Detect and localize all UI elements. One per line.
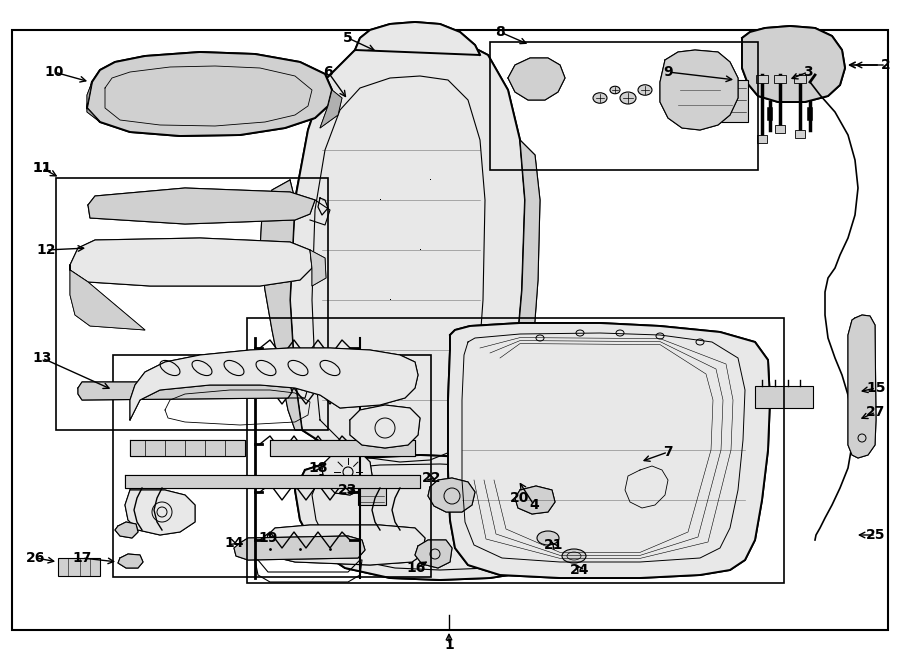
Polygon shape	[355, 22, 480, 55]
Ellipse shape	[610, 86, 620, 94]
Bar	[490, 42, 758, 170]
Text: 19: 19	[258, 531, 278, 545]
Bar	[775, 125, 785, 133]
Polygon shape	[70, 265, 145, 330]
Text: 1: 1	[444, 638, 454, 652]
Text: 7: 7	[663, 445, 673, 459]
Text: 2: 2	[881, 58, 891, 72]
Text: 26: 26	[26, 551, 46, 565]
Text: 21: 21	[544, 538, 563, 552]
Polygon shape	[508, 58, 565, 100]
Polygon shape	[115, 522, 138, 538]
Text: 24: 24	[571, 563, 590, 577]
Polygon shape	[87, 52, 332, 136]
Polygon shape	[270, 440, 415, 456]
Polygon shape	[505, 140, 540, 450]
Bar	[794, 75, 806, 83]
Bar	[795, 130, 805, 138]
Text: 11: 11	[32, 161, 52, 175]
Polygon shape	[848, 315, 876, 458]
Text: 27: 27	[867, 405, 886, 419]
Text: 6: 6	[323, 65, 333, 79]
Polygon shape	[70, 238, 312, 286]
Polygon shape	[295, 455, 615, 580]
Bar	[755, 386, 813, 408]
Text: 25: 25	[866, 528, 886, 542]
Polygon shape	[742, 26, 845, 102]
Polygon shape	[595, 455, 650, 542]
Bar	[756, 75, 768, 83]
Polygon shape	[310, 250, 326, 286]
Polygon shape	[78, 382, 292, 400]
Bar	[720, 80, 748, 122]
Bar	[58, 558, 100, 576]
Polygon shape	[320, 90, 342, 128]
Text: 5: 5	[343, 31, 353, 45]
Ellipse shape	[620, 92, 636, 104]
Polygon shape	[290, 35, 525, 475]
Bar	[358, 483, 386, 505]
Text: 8: 8	[495, 25, 505, 39]
Ellipse shape	[537, 531, 559, 545]
Polygon shape	[660, 50, 738, 130]
Text: 4: 4	[529, 498, 539, 512]
Text: 15: 15	[866, 381, 886, 395]
Text: 16: 16	[406, 561, 426, 575]
Ellipse shape	[562, 549, 586, 563]
Polygon shape	[350, 405, 420, 448]
Text: 20: 20	[510, 491, 530, 505]
Polygon shape	[130, 440, 245, 456]
Bar	[247, 318, 784, 583]
Text: 17: 17	[72, 551, 92, 565]
Ellipse shape	[638, 85, 652, 95]
Text: 22: 22	[422, 471, 442, 485]
Text: 14: 14	[224, 536, 244, 550]
Polygon shape	[130, 348, 418, 420]
Text: 13: 13	[32, 351, 51, 365]
Polygon shape	[125, 490, 195, 535]
Polygon shape	[88, 188, 315, 224]
Polygon shape	[234, 536, 365, 560]
Bar	[113, 355, 431, 577]
Ellipse shape	[593, 93, 607, 103]
Bar	[56, 178, 328, 430]
Polygon shape	[322, 450, 372, 495]
Polygon shape	[260, 180, 302, 430]
Polygon shape	[608, 452, 685, 528]
Polygon shape	[118, 554, 143, 568]
Text: 10: 10	[44, 65, 64, 79]
Polygon shape	[87, 82, 100, 122]
Polygon shape	[515, 486, 555, 514]
Text: 23: 23	[338, 483, 357, 497]
Polygon shape	[428, 478, 475, 512]
Polygon shape	[415, 540, 452, 568]
Bar	[757, 135, 767, 143]
Polygon shape	[125, 475, 420, 488]
Text: 18: 18	[308, 461, 328, 475]
Text: 3: 3	[803, 65, 813, 79]
Text: 9: 9	[663, 65, 673, 79]
Text: 11: 11	[32, 161, 52, 175]
Polygon shape	[448, 323, 770, 578]
Polygon shape	[265, 525, 425, 565]
Text: 12: 12	[36, 243, 56, 257]
Bar	[774, 75, 786, 83]
